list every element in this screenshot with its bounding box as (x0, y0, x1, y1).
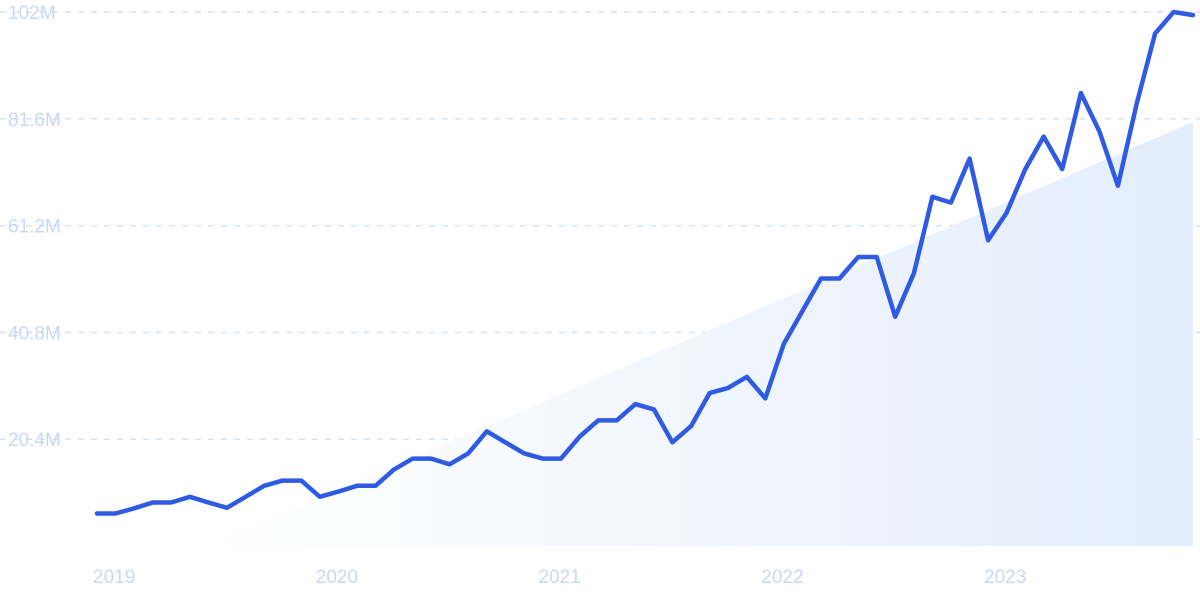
y-tick-label: 61.2M (8, 217, 61, 238)
y-tick-label: 81.6M (8, 110, 61, 131)
x-axis: 2019 2020 2021 2022 2023 (93, 567, 1026, 588)
series-line (94, 9, 1196, 516)
y-tick-label: 20.4M (8, 430, 61, 451)
x-tick-label: 2021 (539, 567, 581, 588)
y-tick-label: 40.8M (8, 323, 61, 344)
x-tick-label: 2022 (761, 567, 803, 588)
y-tick-label: 102M (8, 3, 56, 24)
x-tick-label: 2023 (984, 567, 1026, 588)
trend-area-shape (208, 121, 1194, 547)
trend-area (208, 121, 1194, 547)
y-axis: 20.4M 40.8M 61.2M 81.6M 102M (8, 3, 61, 451)
series-layer (94, 9, 1196, 516)
x-tick-label: 2020 (316, 567, 358, 588)
x-tick-label: 2019 (93, 567, 135, 588)
